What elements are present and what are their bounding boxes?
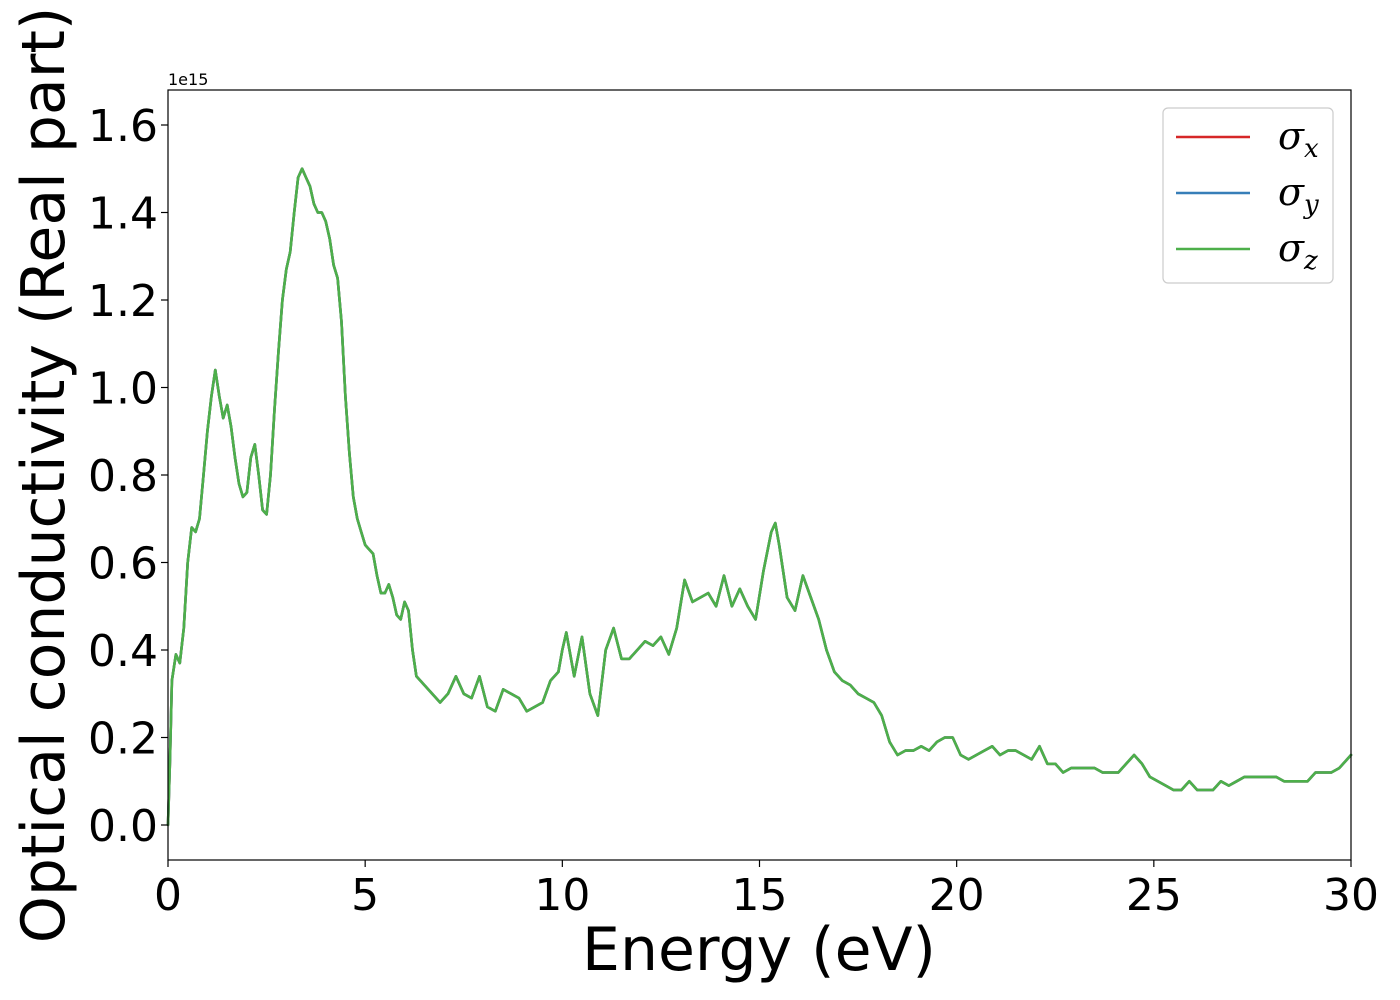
y-tick-label: 1.2 <box>88 276 158 327</box>
y-tick-label: 0.4 <box>88 626 158 677</box>
series-layer <box>166 167 1353 827</box>
x-tick-label: 25 <box>1126 870 1182 921</box>
y-axis-ticks: 0.0 0.2 0.4 0.6 0.8 1.0 1.2 1.4 1.6 <box>88 101 168 852</box>
x-tick-label: 10 <box>534 870 590 921</box>
y-tick-label: 0.2 <box>88 714 158 765</box>
y-tick-label: 1.0 <box>88 364 158 415</box>
x-axis-label: Energy (eV) <box>582 915 936 985</box>
legend-subscript: y <box>1303 190 1319 220</box>
x-axis-ticks: 0 5 10 15 20 25 30 <box>154 860 1379 921</box>
y-offset-label: 1e15 <box>168 70 208 89</box>
y-tick-label: 1.4 <box>88 189 158 240</box>
legend-box <box>1162 107 1334 284</box>
legend-subscript: z <box>1303 246 1318 276</box>
series-line-z <box>166 167 1353 827</box>
y-tick-label: 1.6 <box>88 101 158 152</box>
legend-subscript: x <box>1304 134 1319 164</box>
x-tick-label: 20 <box>929 870 985 921</box>
x-tick-label: 0 <box>154 870 182 921</box>
x-tick-label: 5 <box>351 870 379 921</box>
x-tick-label: 15 <box>732 870 788 921</box>
y-tick-label: 0.0 <box>88 801 158 852</box>
y-axis-label: Optical conductivity (Real part) <box>9 7 79 944</box>
y-tick-label: 0.8 <box>88 451 158 502</box>
x-tick-label: 30 <box>1323 870 1379 921</box>
y-tick-label: 0.6 <box>88 539 158 590</box>
